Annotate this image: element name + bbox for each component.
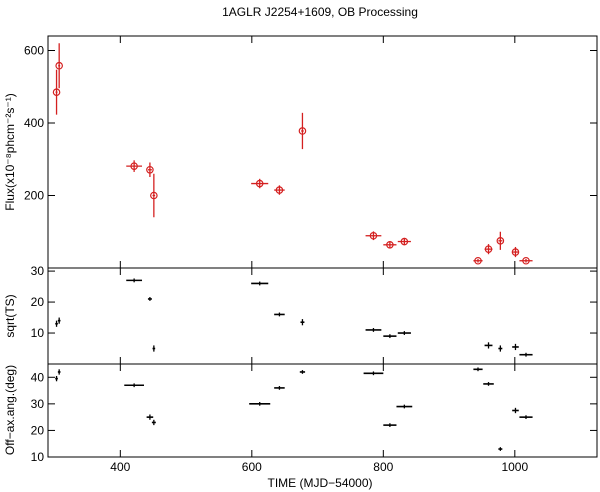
- data-point: [151, 419, 156, 426]
- y-tick-label: 30: [31, 264, 45, 278]
- data-point: [365, 231, 382, 241]
- y-tick-label: 10: [31, 326, 45, 340]
- data-point: [383, 241, 397, 249]
- data-point: [512, 343, 519, 351]
- x-axis-label: TIME (MJD−54000): [267, 476, 372, 490]
- panel-frame: [47, 267, 598, 365]
- data-point: [473, 367, 483, 372]
- data-point: [519, 415, 533, 420]
- data-point: [299, 370, 306, 374]
- data-point: [274, 386, 285, 390]
- offaxis-axis-label: Off−ax.ang.(deg): [3, 365, 17, 455]
- point-marker: [55, 61, 63, 70]
- data-point: [146, 162, 154, 178]
- flux-axis-label: Flux(x10⁻⁸phcm⁻²s⁻¹): [3, 93, 17, 210]
- data-point: [124, 383, 144, 388]
- point-marker: [146, 165, 154, 174]
- flux-panel: 200 400 600: [24, 35, 598, 269]
- y-tick-label: 30: [31, 397, 45, 411]
- offaxis-panel: 10 20 30 40 400 600 800 1000: [31, 363, 598, 474]
- data-point: [251, 281, 269, 286]
- panel-frame: [47, 35, 598, 269]
- data-point: [483, 382, 494, 386]
- y-tick-label: 400: [24, 116, 44, 130]
- data-point: [383, 334, 397, 339]
- x-tick-label: 400: [110, 460, 130, 474]
- data-point: [396, 404, 413, 409]
- data-point: [55, 43, 63, 89]
- point-marker: [496, 237, 505, 245]
- data-point: [365, 328, 382, 332]
- data-point: [55, 375, 58, 382]
- data-point: [383, 423, 397, 427]
- y-tick-label: 40: [31, 370, 45, 384]
- data-point: [146, 414, 154, 420]
- panel-frame: [47, 363, 598, 458]
- data-point: [251, 178, 269, 189]
- data-point: [57, 369, 61, 375]
- data-point: [126, 278, 143, 283]
- y-tick-label: 10: [31, 450, 45, 464]
- x-tick-label: 600: [242, 460, 262, 474]
- y-tick-label: 600: [24, 44, 44, 58]
- point-marker: [484, 245, 493, 253]
- data-point: [55, 320, 58, 327]
- point-marker: [522, 256, 530, 265]
- point-marker: [400, 237, 409, 246]
- data-point: [57, 317, 61, 324]
- data-point: [519, 256, 533, 265]
- ts-panel: 10 20 30: [31, 264, 598, 365]
- data-point: [496, 231, 505, 250]
- point-marker: [130, 162, 138, 170]
- data-point: [397, 237, 411, 246]
- data-point: [152, 345, 156, 352]
- point-marker: [298, 127, 307, 135]
- ts-axis-label: sqrt(TS): [3, 294, 17, 337]
- x-tick-label: 800: [373, 460, 393, 474]
- y-tick-label: 20: [31, 295, 45, 309]
- data-point: [126, 160, 143, 172]
- point-marker: [511, 248, 520, 256]
- data-point: [249, 401, 271, 406]
- data-point: [473, 256, 483, 265]
- data-point: [498, 447, 503, 451]
- data-point: [484, 342, 493, 349]
- point-marker: [255, 179, 264, 188]
- point-marker: [150, 191, 158, 200]
- point-marker: [52, 88, 61, 96]
- data-point: [300, 319, 305, 326]
- data-point: [150, 173, 158, 218]
- data-point: [274, 185, 285, 195]
- point-marker: [386, 241, 394, 249]
- data-point: [274, 312, 285, 317]
- point-marker: [474, 256, 482, 265]
- data-point: [511, 246, 520, 258]
- data-point: [484, 244, 493, 255]
- point-marker: [369, 231, 378, 240]
- data-point: [147, 297, 152, 301]
- x-tick-label: 1000: [501, 460, 528, 474]
- chart-title: 1AGLR J2254+1609, OB Processing: [222, 5, 418, 19]
- data-point: [363, 371, 384, 376]
- data-point: [397, 331, 411, 335]
- data-point: [298, 112, 307, 150]
- data-point: [512, 407, 519, 414]
- point-marker: [275, 186, 284, 194]
- data-point: [498, 345, 503, 352]
- data-point: [52, 69, 61, 115]
- data-point: [519, 352, 533, 357]
- y-tick-label: 200: [24, 189, 44, 203]
- y-tick-label: 20: [31, 423, 45, 437]
